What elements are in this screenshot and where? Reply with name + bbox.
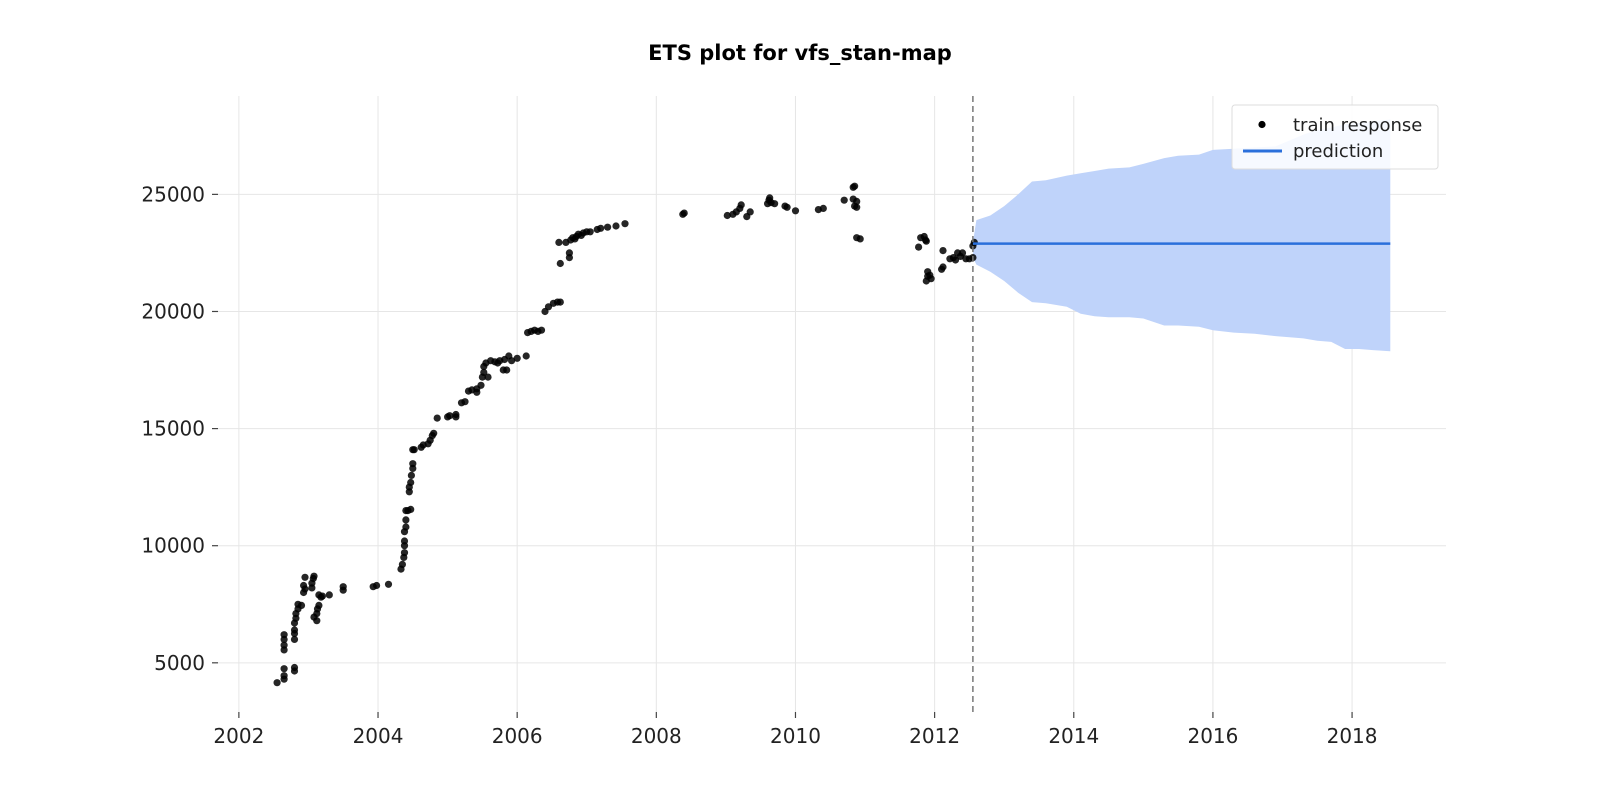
train-response-point [723, 211, 731, 220]
train-response-point [939, 263, 947, 271]
train-response-point [612, 222, 620, 230]
train-response-point [680, 209, 688, 217]
train-response-point [586, 228, 594, 236]
train-response-point [819, 204, 827, 212]
train-response-point [915, 243, 923, 251]
train-response-point [407, 471, 415, 479]
train-response-point [621, 220, 629, 228]
train-response-point [597, 224, 605, 232]
train-response-points [273, 182, 978, 687]
train-response-point [339, 583, 347, 591]
train-response-point [407, 505, 415, 513]
train-response-point [301, 573, 309, 581]
train-response-point [737, 201, 745, 209]
legend-marker-train-response [1258, 120, 1266, 129]
legend-label-prediction: prediction [1293, 141, 1383, 162]
x-tick-label: 2004 [353, 724, 404, 748]
train-response-point [958, 249, 967, 257]
train-response-point [297, 601, 306, 610]
train-response-point [407, 478, 415, 487]
train-response-point [853, 203, 861, 211]
train-response-point [280, 672, 288, 680]
prediction-interval-band-group [972, 119, 1391, 352]
x-tick-label: 2014 [1048, 724, 1099, 748]
train-response-point [290, 663, 299, 672]
y-tick-label: 5000 [154, 651, 205, 675]
train-response-point [508, 357, 516, 365]
y-tick-label: 10000 [141, 534, 205, 558]
train-response-point [273, 679, 281, 687]
train-response-point [290, 626, 299, 634]
prediction-interval-band [972, 119, 1391, 352]
train-response-point [851, 182, 859, 190]
y-tick-label: 25000 [141, 182, 205, 206]
train-response-point [430, 429, 438, 437]
x-tick-label: 2018 [1327, 724, 1378, 748]
chart-title: ETS plot for vfs_stan-map [648, 41, 952, 65]
train-response-point [555, 238, 563, 246]
train-response-point [373, 581, 381, 590]
train-response-point [290, 635, 299, 644]
train-response-point [400, 537, 409, 545]
x-tick-label: 2008 [631, 724, 682, 748]
train-response-point [922, 237, 930, 245]
x-tick-label: 2002 [213, 724, 264, 748]
train-response-point [280, 665, 288, 673]
train-response-point [409, 460, 417, 468]
x-tick-label: 2016 [1187, 724, 1238, 748]
train-response-point [315, 601, 323, 610]
train-response-point [783, 203, 791, 211]
train-response-point [537, 326, 546, 334]
train-response-point [280, 641, 288, 649]
train-response-point [939, 247, 947, 255]
x-tick-label: 2010 [770, 724, 821, 748]
train-response-point [310, 572, 318, 580]
train-response-point [461, 398, 469, 406]
train-response-point [402, 523, 410, 531]
axis-ticks: 2002 2004 2006 2008 2010 2012 2014 2016 2018 5000… [141, 182, 1377, 748]
train-response-point [480, 368, 488, 376]
train-response-point [853, 197, 861, 205]
train-response-point [280, 631, 288, 639]
y-tick-label: 15000 [141, 417, 205, 441]
train-response-point [746, 208, 754, 216]
x-tick-label: 2012 [909, 724, 960, 748]
train-response-point [503, 366, 511, 374]
train-response-point [398, 560, 406, 569]
train-response-point [400, 549, 409, 557]
train-response-point [840, 196, 848, 204]
train-response-point [791, 207, 800, 215]
train-response-point [433, 414, 441, 422]
train-response-point [410, 446, 418, 454]
y-tick-label: 20000 [141, 299, 205, 323]
train-response-point [556, 259, 564, 268]
train-response-point [565, 249, 574, 257]
train-response-point [771, 200, 779, 208]
train-response-point [477, 381, 485, 389]
train-response-point [313, 617, 321, 625]
train-response-point [604, 223, 612, 231]
train-response-point [402, 516, 410, 524]
train-response-point [318, 592, 326, 600]
train-response-point [301, 585, 309, 593]
train-response-point [484, 373, 492, 381]
legend-label-train-response: train response [1293, 115, 1422, 136]
train-response-point [556, 298, 564, 306]
train-response-point [522, 352, 530, 360]
train-response-point [927, 275, 935, 283]
train-response-point [856, 235, 864, 243]
train-response-point [325, 591, 333, 599]
legend-box [1231, 104, 1439, 170]
train-response-point [513, 354, 521, 362]
train-response-point [452, 410, 460, 419]
train-response-point [446, 412, 454, 420]
x-tick-label: 2006 [492, 724, 543, 748]
train-response-point [384, 580, 393, 588]
legend: train response prediction [1231, 104, 1439, 170]
